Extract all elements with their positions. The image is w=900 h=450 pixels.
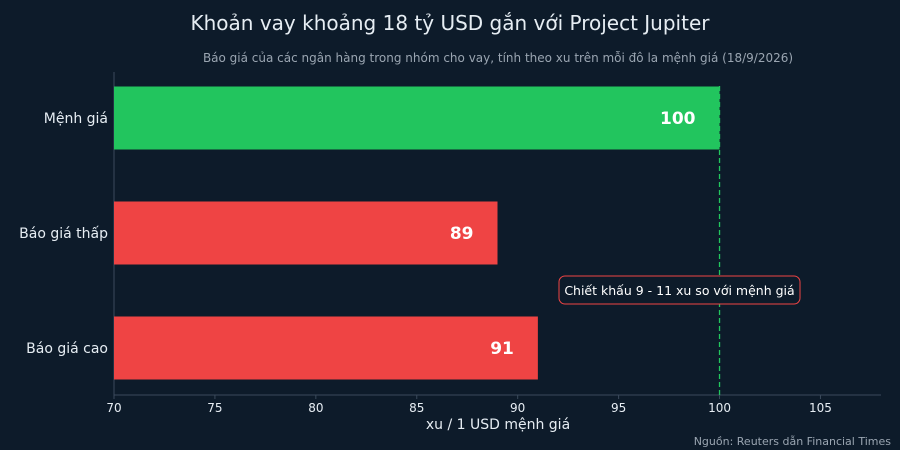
bar-value-label: 100: [660, 109, 696, 129]
x-tick-label: 100: [708, 401, 731, 415]
x-tick-label: 90: [510, 401, 525, 415]
y-tick-label: Mệnh giá: [44, 111, 108, 127]
plot-area: 100 Mệnh giá 89 Báo giá thấp 91 Báo giá cao 70…: [19, 72, 881, 415]
chart-title: Khoản vay khoảng 18 tỷ USD gắn với Proje…: [191, 11, 711, 35]
bar-value-label: 91: [490, 339, 514, 359]
x-axis-label: xu / 1 USD mệnh giá: [426, 417, 570, 433]
x-tick-label: 105: [809, 401, 832, 415]
x-tick-label: 75: [207, 401, 222, 415]
bar: [114, 86, 720, 150]
annotation-text: Chiết khấu 9 - 11 xu so với mệnh giá: [564, 283, 794, 298]
chart-subtitle: Báo giá của các ngân hàng trong nhóm cho…: [203, 51, 793, 65]
x-tick-label: 95: [611, 401, 626, 415]
bar-value-label: 89: [450, 224, 474, 244]
y-tick-label: Báo giá cao: [26, 341, 108, 357]
bar: [114, 201, 498, 265]
x-tick-label: 85: [409, 401, 424, 415]
annotation: Chiết khấu 9 - 11 xu so với mệnh giá: [558, 275, 801, 305]
bar: [114, 316, 538, 380]
x-tick-label: 80: [308, 401, 323, 415]
y-tick-label: Báo giá thấp: [19, 226, 108, 242]
source-note: Nguồn: Reuters dẫn Financial Times: [694, 435, 892, 448]
annotation-box: [558, 275, 801, 305]
x-tick-label: 70: [106, 401, 121, 415]
